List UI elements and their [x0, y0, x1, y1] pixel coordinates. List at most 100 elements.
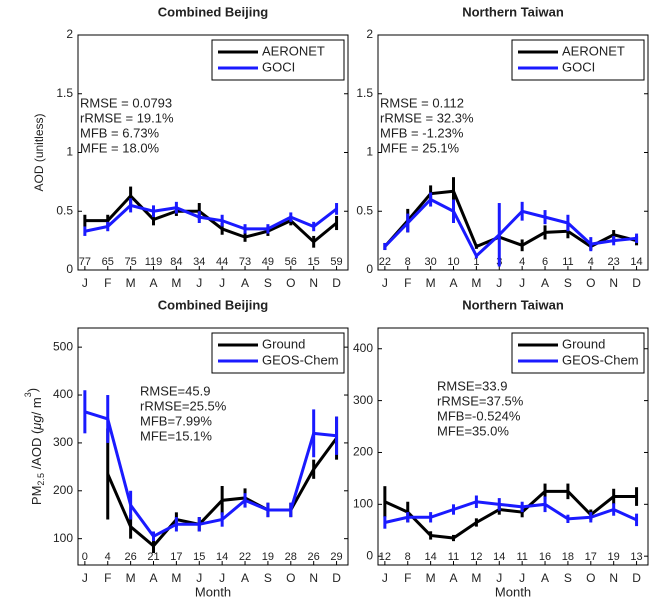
- legend-label: Ground: [262, 336, 305, 351]
- y-tick-label: 1: [66, 145, 73, 159]
- y-tick-label: 300: [353, 393, 373, 407]
- y-tick-label: 0.5: [56, 203, 73, 217]
- stat-annotation: MFB=7.99%: [140, 413, 212, 428]
- x-tick-label: N: [609, 276, 618, 290]
- y-tick-label: 100: [53, 531, 73, 545]
- series-line: [384, 489, 637, 540]
- legend-label: GOCI: [262, 59, 295, 74]
- stat-annotation: rRMSE = 19.1%: [80, 110, 174, 125]
- count-label: 65: [102, 256, 114, 268]
- x-tick-label: F: [104, 276, 111, 290]
- x-tick-label: A: [450, 276, 458, 290]
- count-label: 14: [630, 256, 642, 268]
- stat-annotation: MFB = 6.73%: [80, 125, 160, 140]
- y-axis-label-part: 3: [23, 392, 33, 397]
- count-label: 26: [125, 551, 137, 563]
- stat-annotation: MFE=35.0%: [437, 423, 509, 438]
- count-label: 16: [539, 551, 551, 563]
- count-label: 23: [608, 256, 620, 268]
- x-tick-label: J: [219, 276, 225, 290]
- count-label: 44: [216, 256, 228, 268]
- x-tick-label: M: [126, 571, 136, 585]
- count-label: 73: [239, 256, 251, 268]
- x-tick-label: A: [241, 571, 249, 585]
- y-tick-label: 1.5: [356, 86, 373, 100]
- x-tick-label: J: [82, 276, 88, 290]
- count-label: 12: [470, 551, 482, 563]
- count-label: 10: [447, 256, 459, 268]
- count-label: 4: [519, 256, 525, 268]
- series-line: [383, 189, 637, 249]
- count-label: 11: [562, 256, 573, 268]
- stat-annotation: RMSE = 0.0793: [80, 95, 172, 110]
- x-tick-label: S: [264, 276, 272, 290]
- legend-label: GEOS-Chem: [562, 352, 639, 367]
- x-tick-label: J: [196, 276, 202, 290]
- y-axis-label: PM2.5 /AOD (μg/ m3): [23, 388, 46, 505]
- count-label: 14: [425, 551, 437, 563]
- x-tick-label: D: [332, 276, 341, 290]
- x-tick-label: F: [404, 276, 411, 290]
- x-tick-label: M: [126, 276, 136, 290]
- series-line: [106, 437, 338, 548]
- y-tick-label: 0: [366, 262, 373, 276]
- x-tick-label: A: [541, 571, 549, 585]
- x-tick-label: J: [382, 276, 388, 290]
- y-axis-label-part: 2.5: [36, 473, 46, 486]
- x-tick-label: J: [496, 276, 502, 290]
- plot-frame: [77, 327, 349, 566]
- count-label: 11: [448, 551, 459, 563]
- count-label: 34: [193, 256, 205, 268]
- stat-annotation: rRMSE=25.5%: [140, 398, 227, 413]
- y-tick-label: 400: [353, 341, 373, 355]
- x-axis-label: Month: [495, 584, 531, 598]
- x-tick-label: J: [382, 571, 388, 585]
- y-tick-label: 0: [366, 548, 373, 562]
- count-label: 15: [193, 551, 205, 563]
- x-tick-label: M: [426, 571, 436, 585]
- y-tick-label: 0: [66, 262, 73, 276]
- count-label: 17: [170, 551, 182, 563]
- legend-label: AERONET: [562, 43, 625, 58]
- count-label: 4: [588, 256, 594, 268]
- x-tick-label: N: [309, 571, 318, 585]
- count-label: 84: [170, 256, 182, 268]
- count-label: 75: [125, 256, 137, 268]
- x-tick-label: A: [541, 276, 549, 290]
- count-label: 0: [82, 551, 88, 563]
- y-axis-label-part: ): [25, 388, 40, 392]
- y-tick-label: 1: [366, 145, 373, 159]
- stat-annotation: MFE = 25.1%: [380, 140, 460, 155]
- x-tick-label: S: [264, 571, 272, 585]
- y-tick-label: 200: [353, 445, 373, 459]
- stat-annotation: MFE = 18.0%: [80, 140, 160, 155]
- y-tick-label: 1.5: [56, 86, 73, 100]
- x-tick-label: O: [286, 276, 295, 290]
- count-label: 14: [216, 551, 228, 563]
- count-label: 19: [262, 551, 274, 563]
- stat-annotation: MFE=15.1%: [140, 428, 212, 443]
- count-label: 17: [585, 551, 597, 563]
- y-tick-label: 200: [53, 483, 73, 497]
- x-tick-label: A: [241, 276, 249, 290]
- y-tick-label: 2: [66, 27, 73, 41]
- x-tick-label: J: [519, 276, 525, 290]
- count-label: 119: [145, 256, 163, 268]
- y-tick-label: 2: [366, 27, 373, 41]
- count-label: 11: [516, 551, 527, 563]
- count-label: 6: [542, 256, 548, 268]
- count-label: 30: [425, 256, 437, 268]
- x-tick-label: F: [104, 571, 111, 585]
- count-label: 29: [330, 551, 342, 563]
- legend-box: [511, 332, 645, 374]
- count-label: 14: [493, 551, 505, 563]
- y-axis-label-part: PM: [29, 486, 44, 506]
- x-tick-label: J: [519, 571, 525, 585]
- x-tick-label: M: [471, 276, 481, 290]
- x-axis-label: Month: [195, 584, 231, 598]
- count-label: 8: [405, 256, 411, 268]
- panel-title: Northern Taiwan: [462, 297, 564, 312]
- panel-title: Combined Beijing: [158, 4, 269, 19]
- x-tick-label: D: [632, 571, 641, 585]
